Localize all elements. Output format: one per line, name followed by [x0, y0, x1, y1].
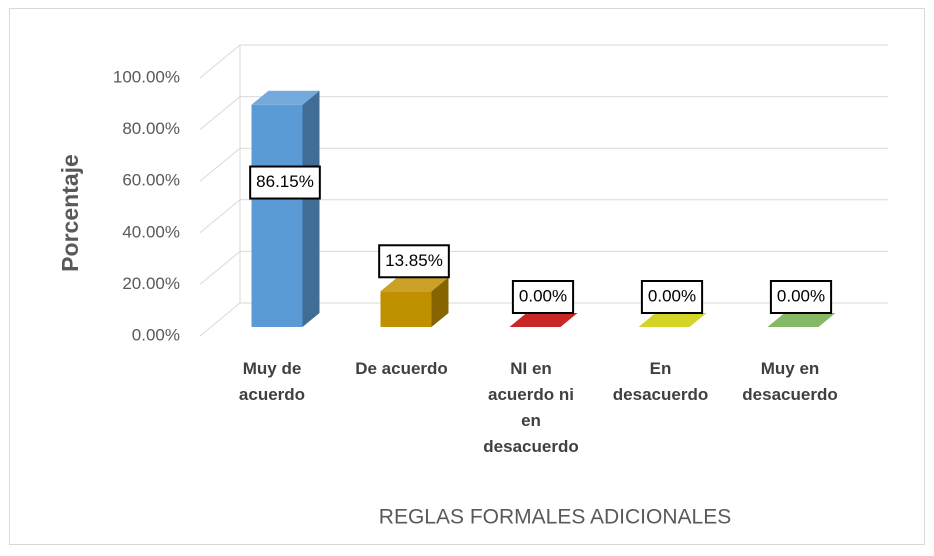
x-tick-label-line: en	[521, 411, 541, 430]
bar-top	[380, 277, 449, 292]
y-tick-label: 60.00%	[122, 171, 180, 190]
bar-side	[431, 277, 449, 327]
value-label-box	[249, 165, 321, 200]
grid-line	[199, 96, 888, 130]
x-axis-title: REGLAS FORMALES ADICIONALES	[379, 506, 731, 529]
grid-line	[199, 44, 888, 79]
x-tick-label: Muy en desacuerdo	[742, 359, 837, 404]
value-label-box	[511, 280, 575, 314]
bar-top	[638, 313, 707, 327]
y-tick-label: 80.00%	[122, 119, 180, 138]
x-tick-label-line: desacuerdo	[613, 385, 708, 404]
value-label-box	[769, 280, 833, 314]
y-tick-label: 100.00%	[113, 67, 180, 86]
x-tick-label: En desacuerdo	[613, 359, 708, 404]
bar-top	[767, 313, 836, 327]
value-label-box	[378, 244, 450, 279]
bar-front	[251, 104, 303, 327]
x-tick-label-line: De acuerdo	[355, 359, 448, 378]
x-tick-label-line: Muy en	[761, 359, 820, 378]
value-label: 13.85%	[378, 244, 450, 279]
x-tick-label: De acuerdo	[355, 359, 448, 378]
x-tick-label-line: acuerdo	[239, 385, 305, 404]
value-label: 0.00%	[511, 280, 575, 314]
grid-line	[199, 250, 888, 285]
value-label-text: 0.00%	[519, 286, 567, 305]
x-tick-label: Muy de acuerdo	[239, 359, 305, 404]
bar-top	[251, 90, 320, 105]
value-label-box	[640, 280, 704, 314]
value-label-text: 0.00%	[777, 286, 825, 305]
value-label-text: 86.15%	[256, 172, 314, 191]
bar-top	[509, 313, 578, 327]
x-tick-label: NI en acuerdo ni en desacuerdo	[483, 359, 578, 456]
x-tick-label-line: acuerdo ni	[488, 385, 574, 404]
value-label: 0.00%	[769, 280, 833, 314]
y-tick-label: 20.00%	[122, 274, 180, 293]
value-label: 86.15%	[249, 165, 321, 200]
grid-line	[199, 199, 888, 234]
value-label: 0.00%	[640, 280, 704, 314]
y-tick-label: 40.00%	[122, 222, 180, 241]
x-tick-label-line: desacuerdo	[483, 437, 578, 456]
x-tick-label-line: NI en	[510, 359, 552, 378]
x-tick-label-line: Muy de	[243, 359, 302, 378]
x-tick-label-line: desacuerdo	[742, 385, 837, 404]
x-tick-label-line: En	[650, 359, 672, 378]
value-label-text: 0.00%	[648, 286, 696, 305]
y-tick-label: 0.00%	[132, 325, 180, 344]
y-axis-title: Porcentaje	[57, 154, 83, 272]
value-label-text: 13.85%	[385, 251, 443, 270]
grid-line	[199, 147, 888, 182]
bar-front	[380, 291, 432, 327]
bar-side	[302, 90, 320, 327]
chart-frame	[9, 8, 925, 545]
